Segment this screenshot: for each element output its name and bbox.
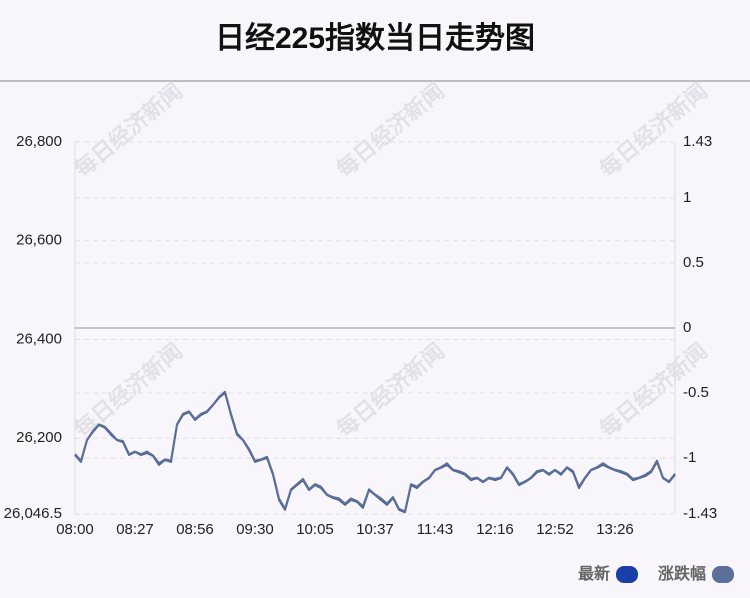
x-tick-label: 10:37	[356, 521, 394, 538]
y-tick-label: 26,400	[16, 330, 62, 347]
y-tick-label: 26,800	[16, 133, 62, 150]
x-tick-label: 08:56	[176, 521, 214, 538]
x-tick-label: 09:30	[236, 521, 274, 538]
y2-tick-label: -1	[683, 449, 696, 466]
legend-swatch	[615, 566, 638, 583]
x-tick-label: 08:00	[56, 521, 94, 538]
line-series	[74, 390, 676, 513]
y2-tick-label: -0.5	[683, 384, 709, 401]
legend-swatch	[712, 566, 734, 583]
y-tick-label: 26,200	[16, 429, 62, 446]
chart-title: 日经225指数当日走势图	[215, 21, 535, 55]
legend-label: 涨跌幅	[658, 564, 706, 583]
x-tick-label: 13:26	[596, 521, 634, 538]
x-tick-label: 10:05	[296, 521, 334, 538]
y-tick-label: 26,046.5	[4, 505, 62, 522]
y2-tick-label: 1	[683, 189, 691, 206]
legend-label: 最新	[578, 564, 610, 583]
y2-tick-label: 1.43	[683, 133, 712, 150]
y2-tick-label: -1.43	[683, 505, 717, 522]
x-tick-label: 08:27	[116, 521, 154, 538]
y2-tick-label: 0	[683, 319, 691, 336]
x-tick-label: 11:43	[417, 521, 453, 538]
y-tick-label: 26,600	[16, 232, 62, 249]
x-tick-label: 12:52	[536, 521, 574, 538]
y2-tick-label: 0.5	[683, 254, 704, 271]
x-tick-label: 12:16	[476, 521, 514, 538]
